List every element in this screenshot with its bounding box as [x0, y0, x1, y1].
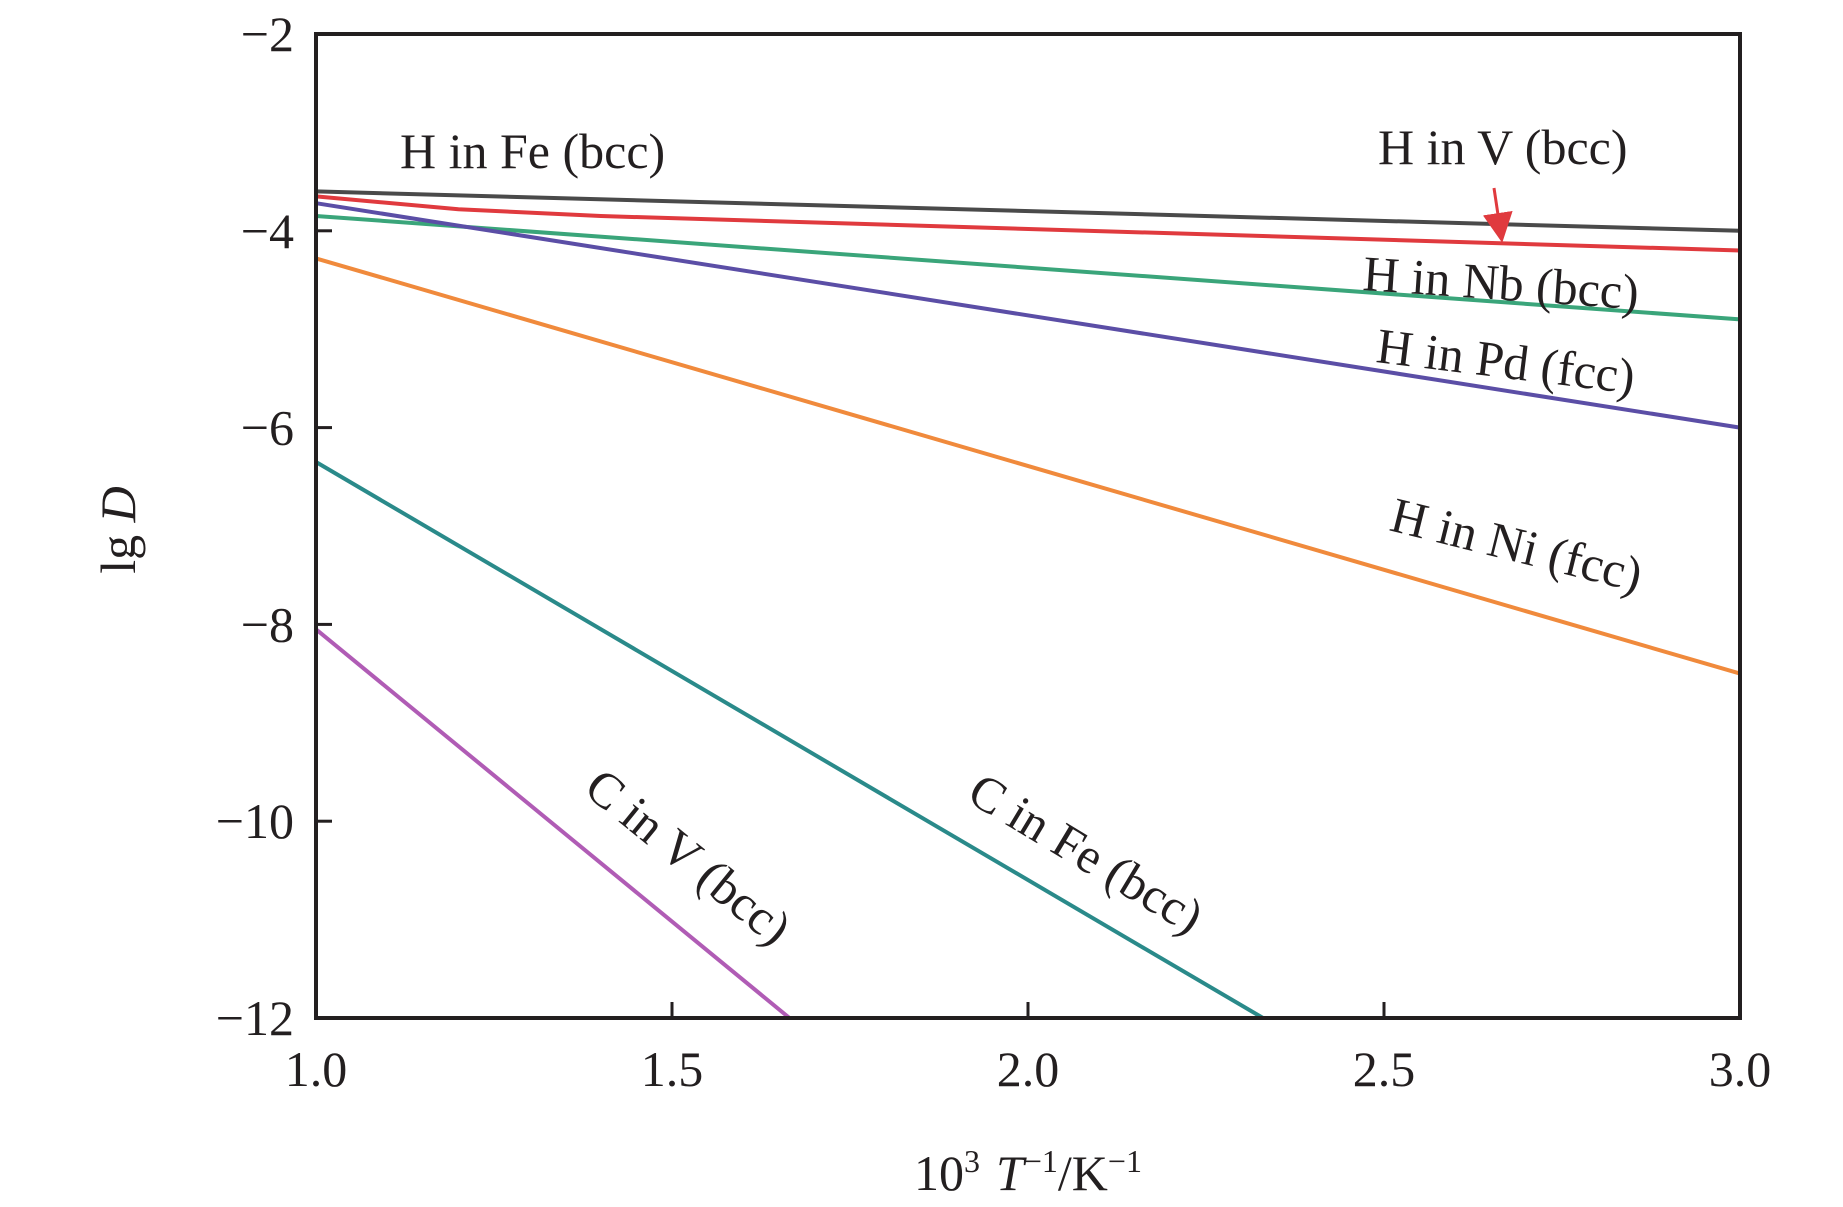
y-tick-label: −6	[241, 400, 294, 456]
series-line-5	[314, 460, 1265, 1020]
series-label-5: C in Fe (bcc)	[959, 761, 1213, 944]
series-line-4	[315, 256, 1741, 676]
x-tick-label: 2.0	[997, 1041, 1060, 1097]
x-tick-label: 3.0	[1709, 1041, 1772, 1097]
series-label-0: H in Fe (bcc)	[400, 123, 665, 179]
tick-layer: 1.0 1.5 2.0 2.5 3.0 −2 −4 −6 −8 −10 −12	[216, 6, 1771, 1097]
y-tick-label: −12	[216, 990, 294, 1046]
series-layer	[314, 189, 1741, 1020]
series-label-2: H in Nb (bcc)	[1361, 245, 1641, 320]
x-tick-label: 2.5	[1353, 1041, 1416, 1097]
x-tick-label: 1.0	[285, 1041, 348, 1097]
y-axis-title: lg D	[90, 486, 146, 574]
x-axis-title: 103 T−1/K−1	[914, 1143, 1142, 1201]
y-tick-label: −8	[241, 596, 294, 652]
x-tick-label: 1.5	[641, 1041, 704, 1097]
series-label-4: H in Ni (fcc)	[1385, 486, 1648, 602]
y-tick-label: −4	[241, 203, 294, 259]
y-tick-label: −10	[216, 793, 294, 849]
series-line-6	[314, 627, 791, 1020]
series-label-1: H in V (bcc)	[1378, 119, 1628, 175]
series-line-2	[315, 214, 1741, 322]
series-label-6: C in V (bcc)	[575, 757, 802, 956]
h-in-v-arrow	[1482, 187, 1513, 243]
y-tick-label: −2	[241, 6, 294, 62]
series-line-1	[315, 194, 1741, 253]
series-line-3	[315, 201, 1741, 430]
